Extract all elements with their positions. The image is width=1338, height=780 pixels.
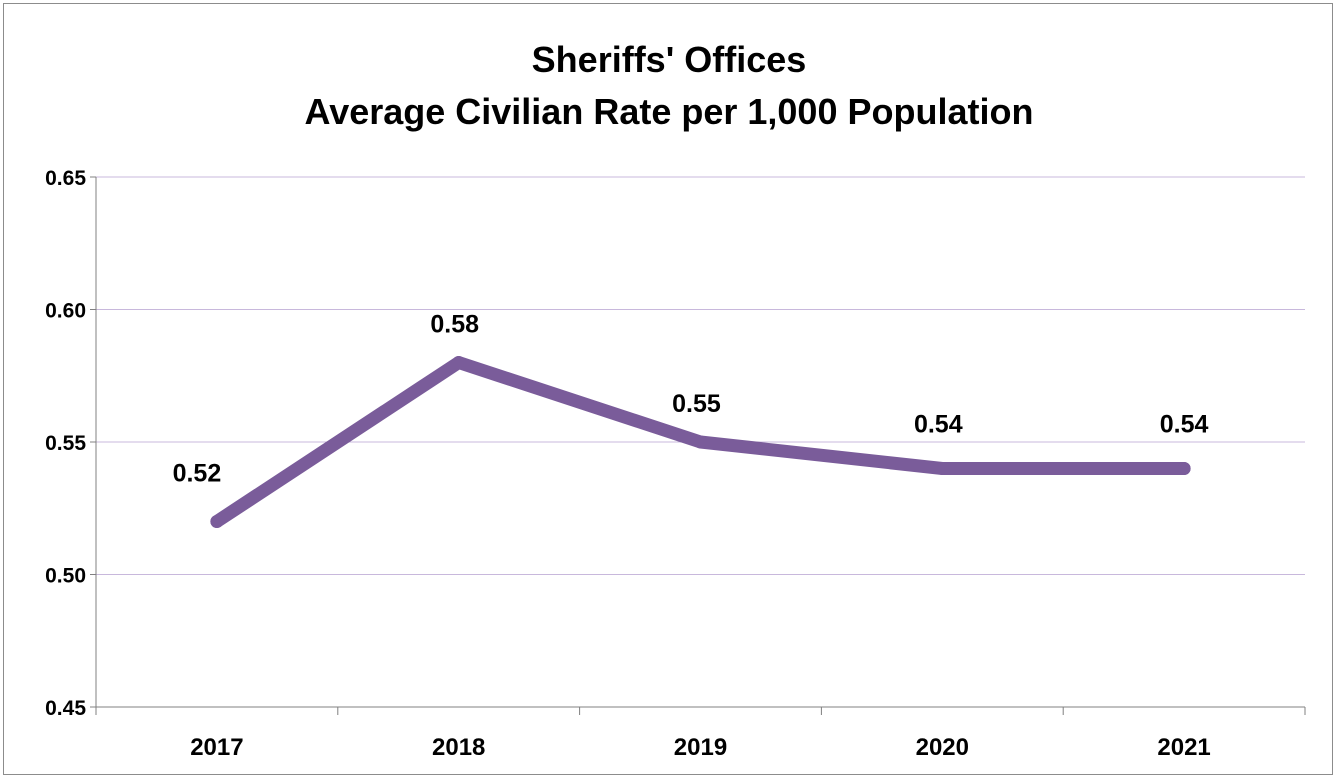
data-point <box>1177 462 1191 475</box>
chart-subtitle: Average Civilian Rate per 1,000 Populati… <box>304 91 1034 132</box>
y-tick-label: 0.60 <box>45 300 86 323</box>
chart-frame <box>3 3 1333 775</box>
y-tick-label: 0.50 <box>45 565 86 588</box>
y-tick-label: 0.45 <box>45 697 86 720</box>
y-tick-label: 0.65 <box>45 167 86 190</box>
data-label: 0.58 <box>430 311 479 339</box>
series-layer <box>210 356 1191 528</box>
data-labels: 0.52 0.58 0.55 0.54 0.54 <box>173 311 1209 488</box>
data-point <box>210 515 224 528</box>
data-point <box>935 462 949 475</box>
x-tick-label: 2018 <box>432 734 485 761</box>
data-label: 0.54 <box>914 411 963 439</box>
data-label: 0.54 <box>1160 411 1209 439</box>
axes: 0.45 0.50 0.55 0.60 0.65 2017 2018 2019 2020 2021 <box>45 167 1306 761</box>
data-label: 0.55 <box>672 390 721 418</box>
x-tick-label: 2020 <box>916 734 969 761</box>
chart-title-block: Sheriffs' Offices Average Civilian Rate … <box>0 34 1338 138</box>
gridlines <box>96 176 1305 575</box>
data-point <box>694 435 707 449</box>
chart-title: Sheriffs' Offices <box>531 39 807 80</box>
x-tick-label: 2017 <box>190 734 243 761</box>
x-tick-label: 2021 <box>1157 734 1210 761</box>
data-point <box>452 356 466 369</box>
x-tick-label: 2019 <box>674 734 727 761</box>
y-tick-label: 0.55 <box>45 432 86 455</box>
data-label: 0.52 <box>173 460 222 488</box>
